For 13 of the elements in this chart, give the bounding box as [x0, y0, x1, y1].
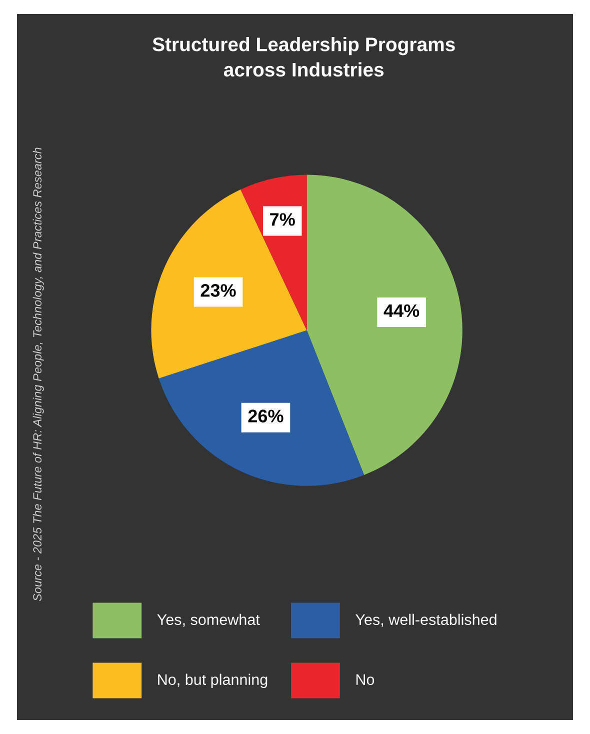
legend-label: No, but planning — [158, 674, 268, 688]
data-label: 44% — [384, 304, 420, 318]
data-label: 23% — [200, 284, 236, 297]
chart-title: Structured Leadership Programs across Industries — [152, 37, 455, 77]
legend-label: No — [356, 674, 374, 686]
legend-label: Yes, somewhat — [157, 614, 260, 627]
data-label: 7% — [270, 213, 295, 226]
data-label: 26% — [248, 410, 284, 422]
pie-slice — [158, 330, 364, 486]
pie-slice — [151, 190, 307, 378]
source-note: Source - 2025 The Future of HR: Aligning People, Technology, and Practices Research — [32, 148, 44, 602]
legend-label: Yes, well-established — [356, 614, 496, 627]
pie-slice — [306, 174, 462, 475]
